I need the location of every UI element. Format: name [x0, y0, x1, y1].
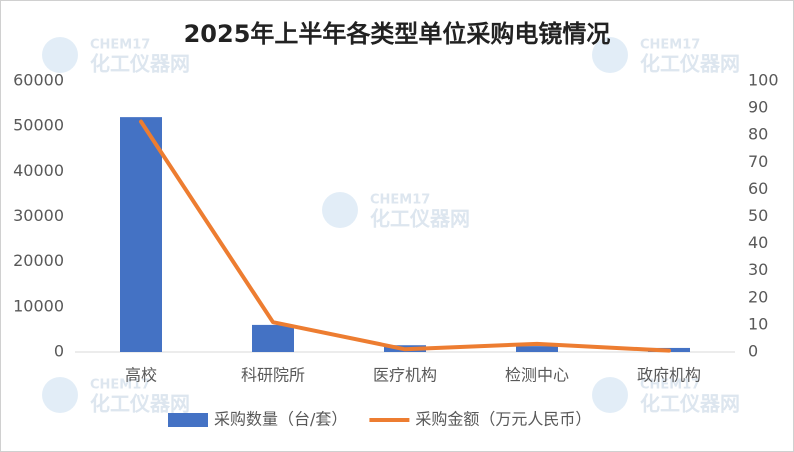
y2-tick-label: 100: [748, 71, 779, 90]
bar: [120, 117, 162, 352]
line: [139, 119, 671, 353]
bar: [252, 324, 294, 352]
y2-tick-label: 60: [748, 179, 768, 198]
watermark-text: 化工仪器网: [90, 52, 190, 76]
watermark-text: CHEM17: [90, 378, 150, 393]
y-tick-label: 40000: [13, 161, 64, 180]
legend-label: 采购数量（台/套）: [214, 410, 347, 429]
watermark-text: 化工仪器网: [90, 392, 190, 416]
y2-tick-label: 40: [748, 233, 768, 252]
y2-tick-label: 10: [748, 314, 768, 333]
watermark-logo: [592, 37, 628, 73]
y-tick-label: 60000: [13, 71, 64, 90]
y-tick-label: 10000: [13, 296, 64, 315]
y2-tick-label: 80: [748, 125, 768, 144]
x-tick-label: 科研院所: [241, 366, 305, 385]
chart-title: 2025年上半年各类型单位采购电镜情况: [184, 20, 611, 48]
watermark-logo: [322, 192, 358, 228]
y-tick-label: 30000: [13, 206, 64, 225]
legend-label: 采购金额（万元人民币）: [415, 410, 591, 429]
y2-tick-label: 20: [748, 287, 768, 306]
y2-tick-label: 50: [748, 206, 768, 225]
y2-tick-label: 30: [748, 260, 768, 279]
x-tick-label: 高校: [125, 366, 157, 385]
bar: [516, 346, 558, 352]
watermark-text: CHEM17: [640, 38, 700, 53]
watermarks: CHEM17化工仪器网CHEM17化工仪器网CHEM17化工仪器网CHEM17化…: [42, 37, 740, 416]
y2-tick-label: 70: [748, 152, 768, 171]
watermark-logo: [42, 37, 78, 73]
x-tick-label: 医疗机构: [373, 366, 437, 385]
watermark-text: 化工仪器网: [640, 52, 740, 76]
y-tick-label: 0: [54, 342, 64, 361]
y-tick-label: 20000: [13, 251, 64, 270]
watermark-logo: [592, 377, 628, 413]
y2-tick-label: 90: [748, 98, 768, 117]
watermark-logo: [42, 377, 78, 413]
watermark-text: CHEM17: [370, 193, 430, 208]
x-tick-label: 政府机构: [637, 366, 701, 385]
watermark-text: 化工仪器网: [640, 392, 740, 416]
legend-swatch: [168, 413, 208, 427]
y-tick-label: 50000: [13, 116, 64, 135]
watermark-text: 化工仪器网: [370, 207, 470, 231]
y2-tick-label: 0: [748, 342, 758, 361]
x-tick-label: 检测中心: [505, 366, 569, 385]
watermark-text: CHEM17: [90, 38, 150, 53]
watermark-text: CHEM17: [640, 378, 700, 393]
